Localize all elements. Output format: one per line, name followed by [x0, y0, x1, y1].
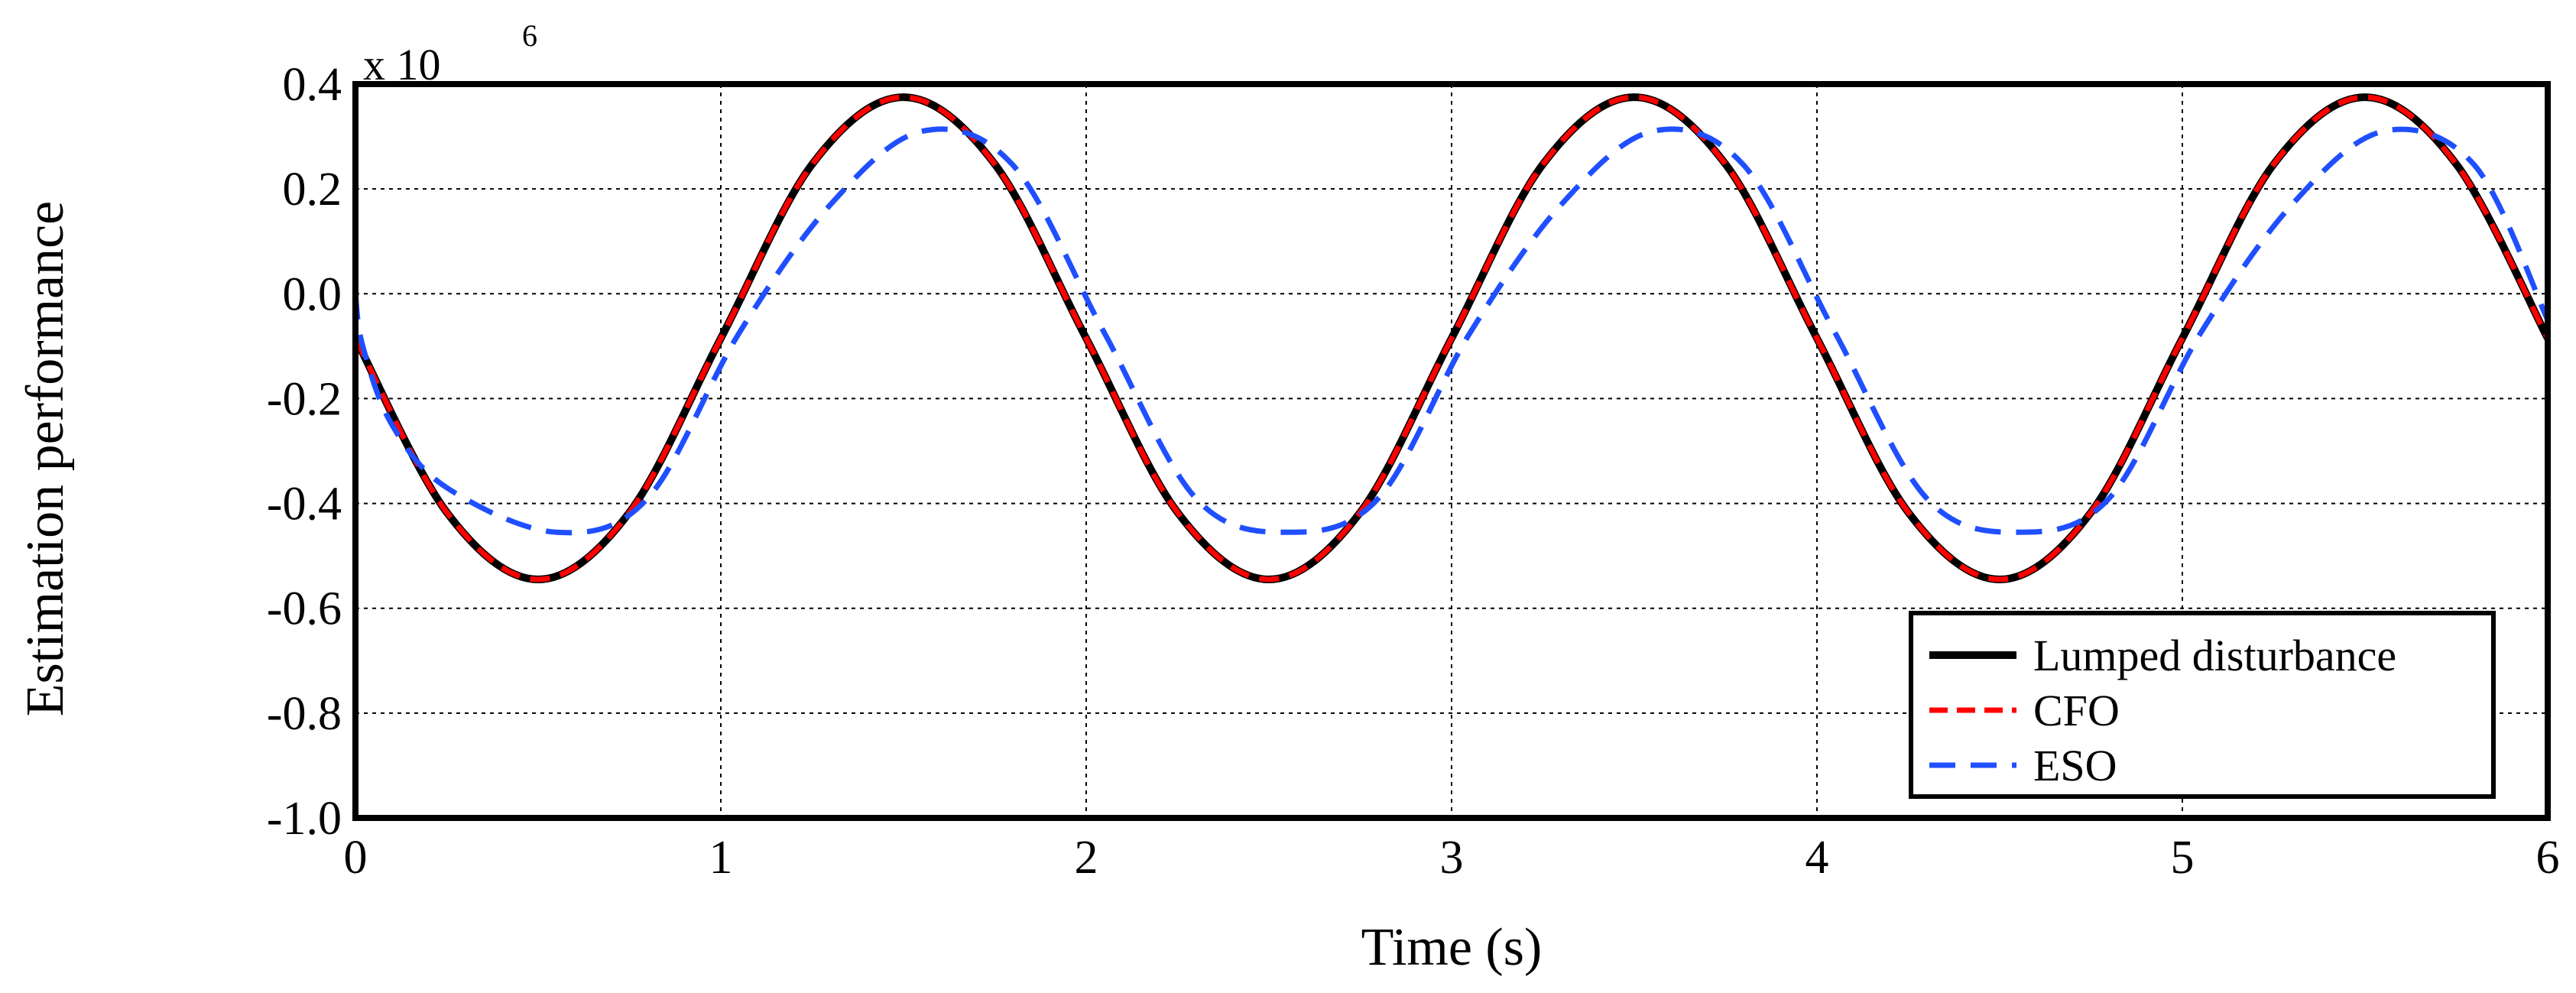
x-tick-label: 3: [1440, 832, 1464, 884]
series-line-eso: [355, 126, 2548, 536]
y-multiplier-exponent: 6: [522, 18, 537, 53]
tick-labels: 0 1 2 3 4 5 6 -1.0 -0.8 -0.6 -0.4 -0.2 0.0 0.2 0.4: [267, 59, 2560, 884]
x-tick-label: 2: [1075, 832, 1098, 884]
y-multiplier-label: x 10: [363, 40, 441, 89]
y-tick-label: -0.8: [267, 688, 342, 740]
y-tick-label: 0.2: [283, 164, 342, 216]
x-tick-label: 4: [1805, 832, 1829, 884]
x-tick-label: 1: [709, 832, 733, 884]
legend-label: Lumped disturbance: [2033, 631, 2396, 680]
y-tick-label: -0.2: [267, 373, 342, 425]
legend-box: [1909, 611, 2496, 799]
y-tick-label: -0.6: [267, 583, 342, 635]
series-line-cfo: [355, 94, 2548, 582]
x-tick-label: 6: [2536, 832, 2560, 884]
legend-label: ESO: [2033, 741, 2117, 790]
series-layer: [355, 93, 2548, 583]
y-tick-label: -0.4: [267, 479, 342, 531]
x-tick-label: 5: [2171, 832, 2195, 884]
plot-frame: [352, 81, 2551, 821]
legend-label: CFO: [2033, 686, 2120, 735]
legend: Lumped disturbance CFO ESO: [1909, 611, 2496, 799]
y-axis-label: Estimation performance: [16, 201, 75, 716]
y-tick-label: 0.0: [283, 268, 342, 320]
x-tick-label: 0: [344, 832, 368, 884]
y-tick-label: 0.4: [283, 59, 342, 111]
y-tick-label: -1.0: [267, 793, 342, 845]
x-axis-label: Time (s): [1361, 918, 1543, 977]
grid-lines: [355, 84, 2548, 818]
